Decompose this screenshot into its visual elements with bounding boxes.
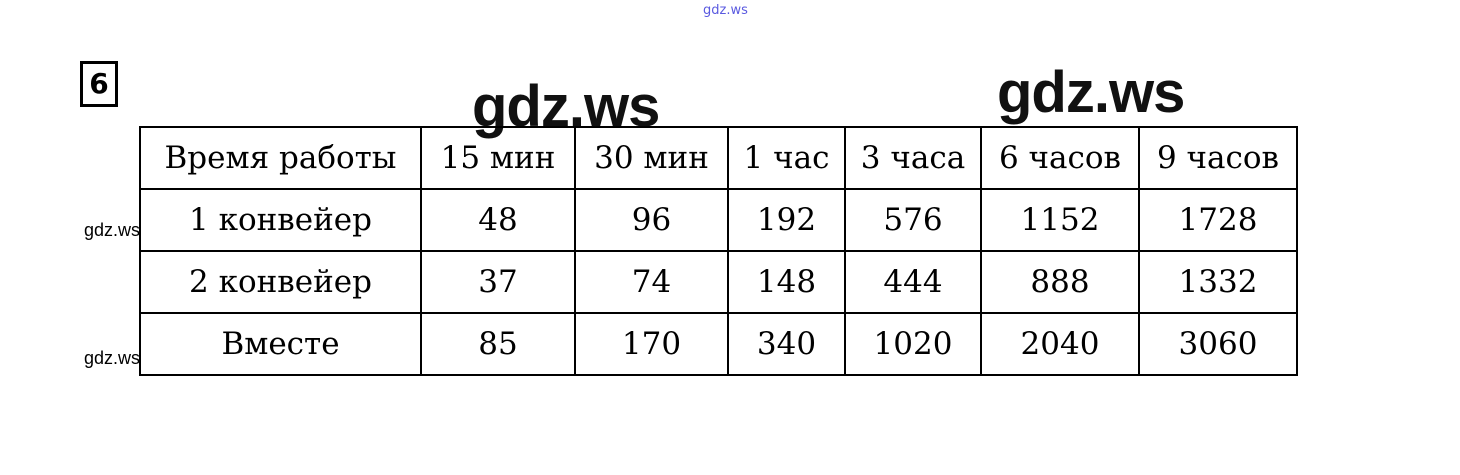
table-cell: 192 xyxy=(727,188,846,252)
table-cell: 15 мин xyxy=(420,126,576,190)
table-cell: 576 xyxy=(844,188,982,252)
row-label-cell: 1 конвейер xyxy=(139,188,422,252)
row-label-cell: Время работы xyxy=(139,126,422,190)
table-cell: 1728 xyxy=(1138,188,1298,252)
table-cell: 1332 xyxy=(1138,250,1298,314)
watermark-side-1: gdz.ws xyxy=(84,220,141,240)
table-cell: 3 часа xyxy=(844,126,982,190)
table-row: Вместе 85 170 340 1020 2040 3060 xyxy=(139,312,1298,376)
data-table: Время работы 15 мин 30 мин 1 час 3 часа 6 час… xyxy=(139,126,1298,376)
table-row: 1 конвейер 48 96 192 576 1152 1728 xyxy=(139,188,1298,252)
table-cell: 340 xyxy=(727,312,846,376)
table-cell: 30 мин xyxy=(574,126,729,190)
table-cell: 6 часов xyxy=(980,126,1140,190)
table-cell: 444 xyxy=(844,250,982,314)
table-cell: 37 xyxy=(420,250,576,314)
table-cell: 1152 xyxy=(980,188,1140,252)
table-cell: 3060 xyxy=(1138,312,1298,376)
row-label-cell: Вместе xyxy=(139,312,422,376)
watermark-side-2: gdz.ws xyxy=(84,348,141,368)
header-row: Время работы 15 мин 30 мин 1 час 3 часа 6 час… xyxy=(139,126,1298,190)
table-cell: 2040 xyxy=(980,312,1140,376)
table-row: 2 конвейер 37 74 148 444 888 1332 xyxy=(139,250,1298,314)
table-cell: 48 xyxy=(420,188,576,252)
table-cell: 148 xyxy=(727,250,846,314)
table-cell: 85 xyxy=(420,312,576,376)
table-cell: 1020 xyxy=(844,312,982,376)
table-cell: 1 час xyxy=(727,126,846,190)
row-label-cell: 2 конвейер xyxy=(139,250,422,314)
table-cell: 9 часов xyxy=(1138,126,1298,190)
table-cell: 96 xyxy=(574,188,729,252)
watermark-top: gdz.ws xyxy=(703,3,748,18)
table-cell: 170 xyxy=(574,312,729,376)
table-cell: 74 xyxy=(574,250,729,314)
table-cell: 888 xyxy=(980,250,1140,314)
task-number: 6 xyxy=(80,61,118,107)
watermark-big-right: gdz.ws xyxy=(997,60,1185,125)
watermark-big-left: gdz.ws xyxy=(472,74,660,139)
